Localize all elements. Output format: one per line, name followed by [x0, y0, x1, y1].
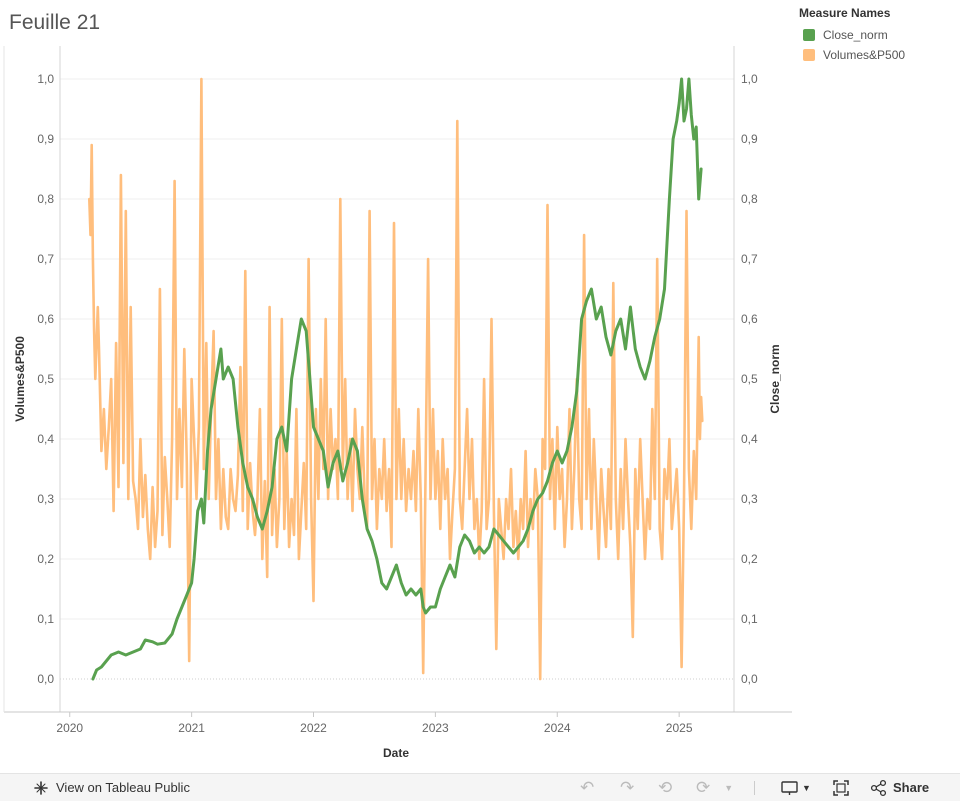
- x-tick-label: 2025: [666, 721, 693, 735]
- y-tick-left: 1,0: [37, 72, 54, 86]
- y-tick-right: 0,2: [741, 552, 758, 566]
- y-axis-right-ticks: 0,0 0,1 0,2 0,3 0,4 0,5 0,6 0,7 0,8 0,9 1,0: [741, 72, 758, 686]
- redo-button[interactable]: ↷: [620, 774, 634, 801]
- y-tick-left: 0,1: [37, 612, 54, 626]
- y-tick-left: 0,5: [37, 372, 54, 386]
- view-on-tableau-button[interactable]: View on Tableau Public: [33, 774, 190, 801]
- series-line-volumes-p500[interactable]: [88, 77, 704, 681]
- refresh-dropdown-icon: ▼: [724, 782, 734, 793]
- y-tick-right: 0,1: [741, 612, 758, 626]
- legend-title: Measure Names: [799, 6, 891, 20]
- download-button[interactable]: ▼: [781, 774, 811, 801]
- y-tick-left: 0,9: [37, 132, 54, 146]
- series-line-close-norm[interactable]: [91, 77, 703, 681]
- share-button[interactable]: Share: [870, 774, 929, 801]
- y-tick-left: 0,2: [37, 552, 54, 566]
- y-tick-right: 1,0: [741, 72, 758, 86]
- y-axis-left-ticks: 0,0 0,1 0,2 0,3 0,4 0,5 0,6 0,7 0,8 0,9 1,0: [37, 72, 54, 686]
- x-tick-label: 2020: [56, 721, 83, 735]
- y-tick-right: 0,6: [741, 312, 758, 326]
- undo-icon: ↶: [580, 777, 595, 797]
- y-tick-left: 0,7: [37, 252, 54, 266]
- legend-item-close-norm[interactable]: Close_norm: [799, 25, 905, 45]
- y-tick-right: 0,0: [741, 672, 758, 686]
- y-axis-left-label: Volumes&P500: [13, 336, 27, 422]
- toolbar-divider: [754, 774, 755, 801]
- y-tick-left: 0,4: [37, 432, 54, 446]
- legend-item-volumes-p500[interactable]: Volumes&P500: [799, 45, 905, 65]
- download-icon: [781, 780, 798, 795]
- y-tick-right: 0,7: [741, 252, 758, 266]
- y-tick-right: 0,9: [741, 132, 758, 146]
- x-tick-label: 2021: [178, 721, 205, 735]
- legend: Measure Names Close_norm Volumes&P500: [799, 6, 905, 65]
- x-axis-label: Date: [383, 746, 409, 760]
- y-tick-left: 0,8: [37, 192, 54, 206]
- legend-swatch-close-norm: [803, 29, 815, 41]
- y-axis-right-label: Close_norm: [768, 344, 782, 413]
- y-tick-right: 0,5: [741, 372, 758, 386]
- tableau-logo-icon: [34, 780, 48, 795]
- revert-icon: ⟲: [658, 777, 673, 797]
- y-tick-right: 0,4: [741, 432, 758, 446]
- x-tick-label: 2023: [422, 721, 449, 735]
- legend-label-close-norm: Close_norm: [823, 28, 888, 42]
- y-tick-left: 0,6: [37, 312, 54, 326]
- series-layer: [88, 77, 704, 681]
- chart-area: 0,0 0,1 0,2 0,3 0,4 0,5 0,6 0,7 0,8 0,9 1,0 0,0 0,1…: [3, 46, 792, 760]
- undo-button[interactable]: ↶: [580, 774, 594, 801]
- refresh-button[interactable]: ⟳ ▼: [696, 774, 733, 801]
- legend-label-volumes-p500: Volumes&P500: [823, 48, 906, 62]
- fullscreen-button[interactable]: [832, 774, 850, 801]
- y-tick-right: 0,3: [741, 492, 758, 506]
- x-tick-label: 2022: [300, 721, 327, 735]
- share-label: Share: [893, 780, 930, 795]
- y-tick-left: 0,3: [37, 492, 54, 506]
- fullscreen-icon: [833, 779, 849, 796]
- legend-swatch-volumes-p500: [803, 49, 815, 61]
- tableau-toolbar: View on Tableau Public ↶ ↷ ⟲ ⟳ ▼ ▼ Share: [0, 773, 960, 801]
- download-dropdown-icon: ▼: [802, 782, 811, 793]
- view-on-tableau-label: View on Tableau Public: [56, 780, 190, 795]
- x-tick-label: 2024: [544, 721, 571, 735]
- sheet-title: Feuille 21: [9, 11, 101, 34]
- revert-button[interactable]: ⟲: [658, 774, 672, 801]
- y-tick-left: 0,0: [37, 672, 54, 686]
- refresh-icon: ⟳: [696, 777, 711, 797]
- share-icon: [870, 779, 887, 796]
- y-tick-right: 0,8: [741, 192, 758, 206]
- x-axis-ticks: 2020 2021 2022 2023 2024 2025: [56, 712, 693, 735]
- redo-icon: ↷: [620, 777, 635, 797]
